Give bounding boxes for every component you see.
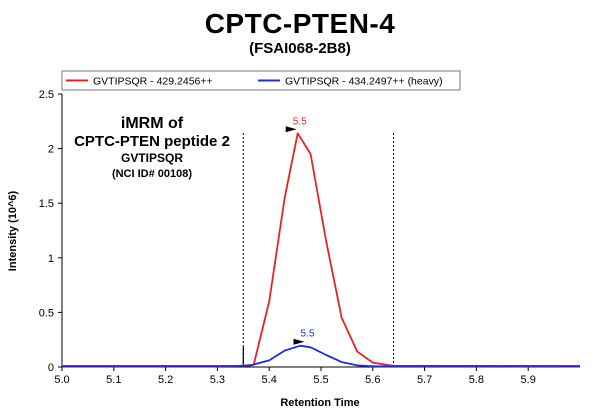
y-tick-label: 0.5 <box>39 307 54 319</box>
x-tick-label: 5.7 <box>417 374 432 386</box>
legend-label-heavy: GVTIPSQR - 434.2497++ (heavy) <box>285 76 443 88</box>
annotation-line-2: CPTC-PTEN peptide 2 <box>74 133 230 150</box>
x-tick-label: 5.5 <box>313 374 328 386</box>
x-tick-label: 5.3 <box>210 374 225 386</box>
y-tick-label: 0 <box>48 362 54 374</box>
peak-label: 5.5 <box>301 329 315 340</box>
y-tick-label: 2 <box>48 144 54 156</box>
series-line-heavy <box>62 344 581 368</box>
x-tick-label: 5.8 <box>469 374 484 386</box>
legend-label-light: GVTIPSQR - 429.2456++ <box>93 76 213 88</box>
y-ticks: 0 0.5 1 1.5 2 2.5 <box>39 89 62 374</box>
y-tick-label: 1.5 <box>39 198 54 210</box>
y-tick-label: 1 <box>48 253 54 265</box>
peak-marker <box>285 126 297 133</box>
x-ticks: 5.0 5.1 5.2 5.3 5.4 5.5 5.6 5.7 5.8 5.9 <box>54 367 536 386</box>
annotation-line-1: iMRM of <box>121 115 184 132</box>
series-layer: 5.5 5.5 <box>62 116 581 368</box>
y-axis-label: Intensity (10^6) <box>7 190 19 271</box>
chart-title: CPTC-PTEN-4 <box>204 8 396 39</box>
peak-label: 5.5 <box>293 116 307 127</box>
x-tick-label: 5.1 <box>106 374 121 386</box>
peak-marker <box>293 338 305 345</box>
annotation: iMRM of CPTC-PTEN peptide 2 GVTIPSQR (NC… <box>74 115 230 180</box>
annotation-line-4: (NCI ID# 00108) <box>112 168 192 180</box>
x-tick-label: 5.6 <box>365 374 380 386</box>
x-tick-label: 5.2 <box>158 374 173 386</box>
x-tick-label: 5.9 <box>521 374 536 386</box>
x-axis-label: Retention Time <box>280 397 359 409</box>
x-tick-label: 5.4 <box>262 374 277 386</box>
y-tick-label: 2.5 <box>39 89 54 101</box>
integration-bounds <box>242 133 395 367</box>
x-tick-label: 5.0 <box>54 374 69 386</box>
legend: GVTIPSQR - 429.2456++ GVTIPSQR - 434.249… <box>61 70 461 91</box>
chart-subtitle: (FSAI068-2B8) <box>249 40 351 57</box>
annotation-line-3: GVTIPSQR <box>121 151 183 165</box>
